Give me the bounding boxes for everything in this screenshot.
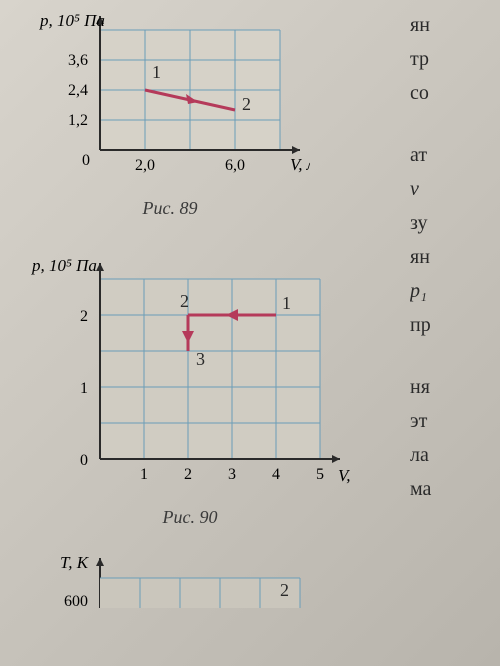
ytick: 2,4 xyxy=(68,82,88,99)
frag: p₁ xyxy=(410,274,500,308)
ytick: 3,6 xyxy=(68,52,88,69)
frag: ян xyxy=(410,240,500,274)
x-axis-title: V, л xyxy=(338,466,350,485)
xtick: 2,0 xyxy=(135,157,155,174)
chart-90-svg: 1 2 3 2 1 0 1 2 3 4 5 p, 10⁵ Па V, л xyxy=(30,249,350,499)
frag: ян xyxy=(410,8,500,42)
frag: тр xyxy=(410,42,500,76)
y-axis-title: p, 10⁵ Па xyxy=(31,256,97,275)
ytick: 2 xyxy=(80,308,88,325)
frag: зу xyxy=(410,206,500,240)
side-text-fragments: ян тр со ат ν зу ян p₁ пр ня эт ла ма xyxy=(410,0,500,666)
frag: ν xyxy=(410,172,500,206)
xtick: 6,0 xyxy=(225,157,245,174)
ytick: 0 xyxy=(82,152,90,169)
caption-89: Рис. 89 xyxy=(30,198,310,219)
xtick: 4 xyxy=(272,466,280,483)
point-2-label: 2 xyxy=(280,580,289,600)
point-3-label: 3 xyxy=(196,349,205,369)
frag: ма xyxy=(410,472,500,506)
xtick: 3 xyxy=(228,466,236,483)
textbook-page: 1 2 3,6 2,4 1,2 0 2,0 6,0 p, 10⁵ Па V, л… xyxy=(0,0,500,666)
xtick: 1 xyxy=(140,466,148,483)
frag: ат xyxy=(410,138,500,172)
y-axis-title: T, К xyxy=(60,553,90,572)
frag: ла xyxy=(410,438,500,472)
caption-90: Рис. 90 xyxy=(30,507,350,528)
point-1-label: 1 xyxy=(282,293,291,313)
x-axis-title: V, л xyxy=(290,155,310,174)
ytick: 0 xyxy=(80,452,88,469)
xtick: 5 xyxy=(316,466,324,483)
frag: пр xyxy=(410,308,500,342)
ytick: 1 xyxy=(80,380,88,397)
point-2-label: 2 xyxy=(180,291,189,311)
frag: со xyxy=(410,76,500,110)
y-axis-title: p, 10⁵ Па xyxy=(39,11,105,30)
frag: эт xyxy=(410,404,500,438)
point-2-label: 2 xyxy=(242,94,251,114)
chart-91-svg: T, К 600 2 xyxy=(30,548,350,608)
chart-89-svg: 1 2 3,6 2,4 1,2 0 2,0 6,0 p, 10⁵ Па V, л xyxy=(30,10,310,190)
point-1-label: 1 xyxy=(152,62,161,82)
ytick: 600 xyxy=(64,593,88,608)
frag: ня xyxy=(410,370,500,404)
xtick: 2 xyxy=(184,466,192,483)
ytick: 1,2 xyxy=(68,112,88,129)
